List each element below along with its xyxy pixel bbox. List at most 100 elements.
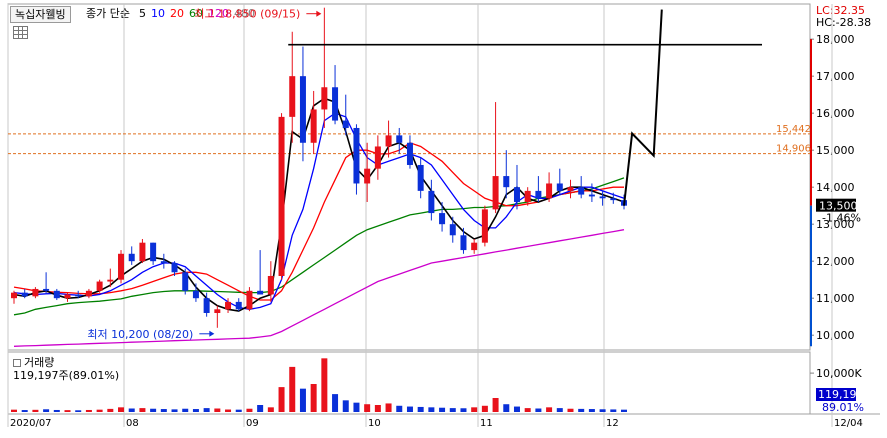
volume-bar — [299, 388, 306, 412]
volume-bar — [85, 409, 92, 412]
candle-body — [513, 187, 520, 202]
ma-period-5[interactable]: 5 — [138, 7, 146, 20]
volume-bar — [32, 409, 39, 412]
candle — [192, 283, 199, 302]
candle — [578, 176, 585, 199]
volume-pane-frame — [7, 351, 811, 415]
candle-body — [43, 288, 50, 291]
volume-bar — [310, 384, 317, 412]
ma120-line — [13, 229, 625, 347]
ma-period-60[interactable]: 60 — [188, 7, 203, 20]
volume-bar — [471, 407, 478, 412]
candle — [535, 176, 542, 202]
candle — [524, 187, 531, 206]
volume-bar — [235, 409, 242, 412]
volume-bar — [289, 366, 296, 412]
candle — [439, 201, 446, 232]
candle-body — [171, 263, 178, 273]
candle — [225, 298, 232, 313]
low-arrow-head — [209, 330, 215, 337]
x-axis-label: 2020/07 — [10, 418, 52, 429]
candle — [567, 179, 574, 199]
volume-bar — [481, 405, 488, 412]
candle — [246, 287, 253, 312]
volume-bar — [439, 407, 446, 412]
candle-body — [321, 87, 328, 110]
volume-bar — [513, 406, 520, 412]
candle-body — [267, 275, 274, 295]
candle — [299, 46, 306, 162]
grid-table-icon[interactable] — [13, 26, 28, 39]
price-tick-label: 14,000 — [816, 181, 855, 194]
candle — [503, 150, 510, 199]
ma-period-120[interactable]: 120 — [207, 7, 229, 20]
price-axis-header: LC:32.35 HC:-28.38 — [816, 5, 871, 29]
stock-name-tag[interactable]: 녹십자웰빙 — [10, 6, 71, 23]
ma-type-label: 종가 단순 — [86, 7, 130, 20]
candle — [310, 90, 317, 154]
candle — [203, 292, 210, 317]
volume-bar — [396, 405, 403, 412]
candle-body — [353, 127, 360, 184]
candle-body — [417, 164, 424, 191]
ma-period-10[interactable]: 10 — [150, 7, 165, 20]
volume-bar — [150, 408, 157, 412]
candle-body — [439, 213, 446, 225]
x-axis-label: 09 — [246, 418, 259, 429]
volume-bar — [621, 409, 627, 412]
candle — [374, 135, 381, 180]
volume-bar — [214, 408, 221, 412]
candle — [139, 238, 146, 264]
candle — [406, 135, 413, 169]
volume-bar — [406, 406, 413, 412]
candle-body — [364, 168, 371, 184]
candle-body — [310, 109, 317, 143]
candle-body — [107, 279, 114, 282]
candle — [118, 250, 125, 284]
current-price-box — [816, 198, 856, 212]
volume-bar — [567, 408, 574, 412]
change-percent-label: -1.46% — [822, 212, 861, 225]
volume-bar — [588, 409, 595, 412]
candle-body — [150, 242, 157, 262]
candle — [85, 288, 92, 299]
ma60-line — [13, 177, 625, 316]
candle — [257, 250, 264, 295]
candle-body — [182, 272, 189, 291]
candle-body — [492, 176, 499, 210]
volume-bar — [160, 409, 167, 412]
volume-bar — [492, 398, 499, 412]
candle-body — [53, 290, 60, 299]
volume-bar — [139, 408, 146, 412]
candle — [513, 164, 520, 210]
candle — [267, 261, 274, 302]
high-price-annotation: 최고 18,850 (09/15) — [194, 8, 300, 21]
candle — [53, 288, 60, 301]
volume-bar — [428, 407, 435, 412]
candle-body — [21, 292, 28, 297]
volume-bar — [364, 404, 371, 412]
volume-panel-title: 거래량 — [13, 356, 54, 369]
volume-bar — [535, 408, 542, 412]
candle — [96, 279, 103, 293]
candle — [481, 205, 488, 247]
ma-period-20[interactable]: 20 — [169, 7, 184, 20]
candle-body — [481, 209, 488, 243]
candle-body — [599, 196, 606, 199]
x-axis-label: 12/04 — [834, 418, 863, 429]
price-tick-label: 13,000 — [816, 218, 855, 231]
candle-body — [96, 281, 103, 291]
price-axis: 10,000 11,000 12,000 13,000 14,000 15,000 16,0… — [810, 33, 855, 342]
volume-bar — [278, 387, 285, 412]
candle — [588, 183, 595, 202]
candle-body — [396, 135, 403, 143]
price-tick-label: 15,000 — [816, 144, 855, 157]
candle — [342, 94, 349, 136]
x-axis-label: 08 — [126, 418, 139, 429]
candle-body — [556, 183, 563, 191]
volume-toggle-icon[interactable] — [13, 359, 21, 367]
candle-body — [342, 120, 349, 128]
volume-bar — [267, 407, 274, 412]
candle — [353, 124, 360, 195]
